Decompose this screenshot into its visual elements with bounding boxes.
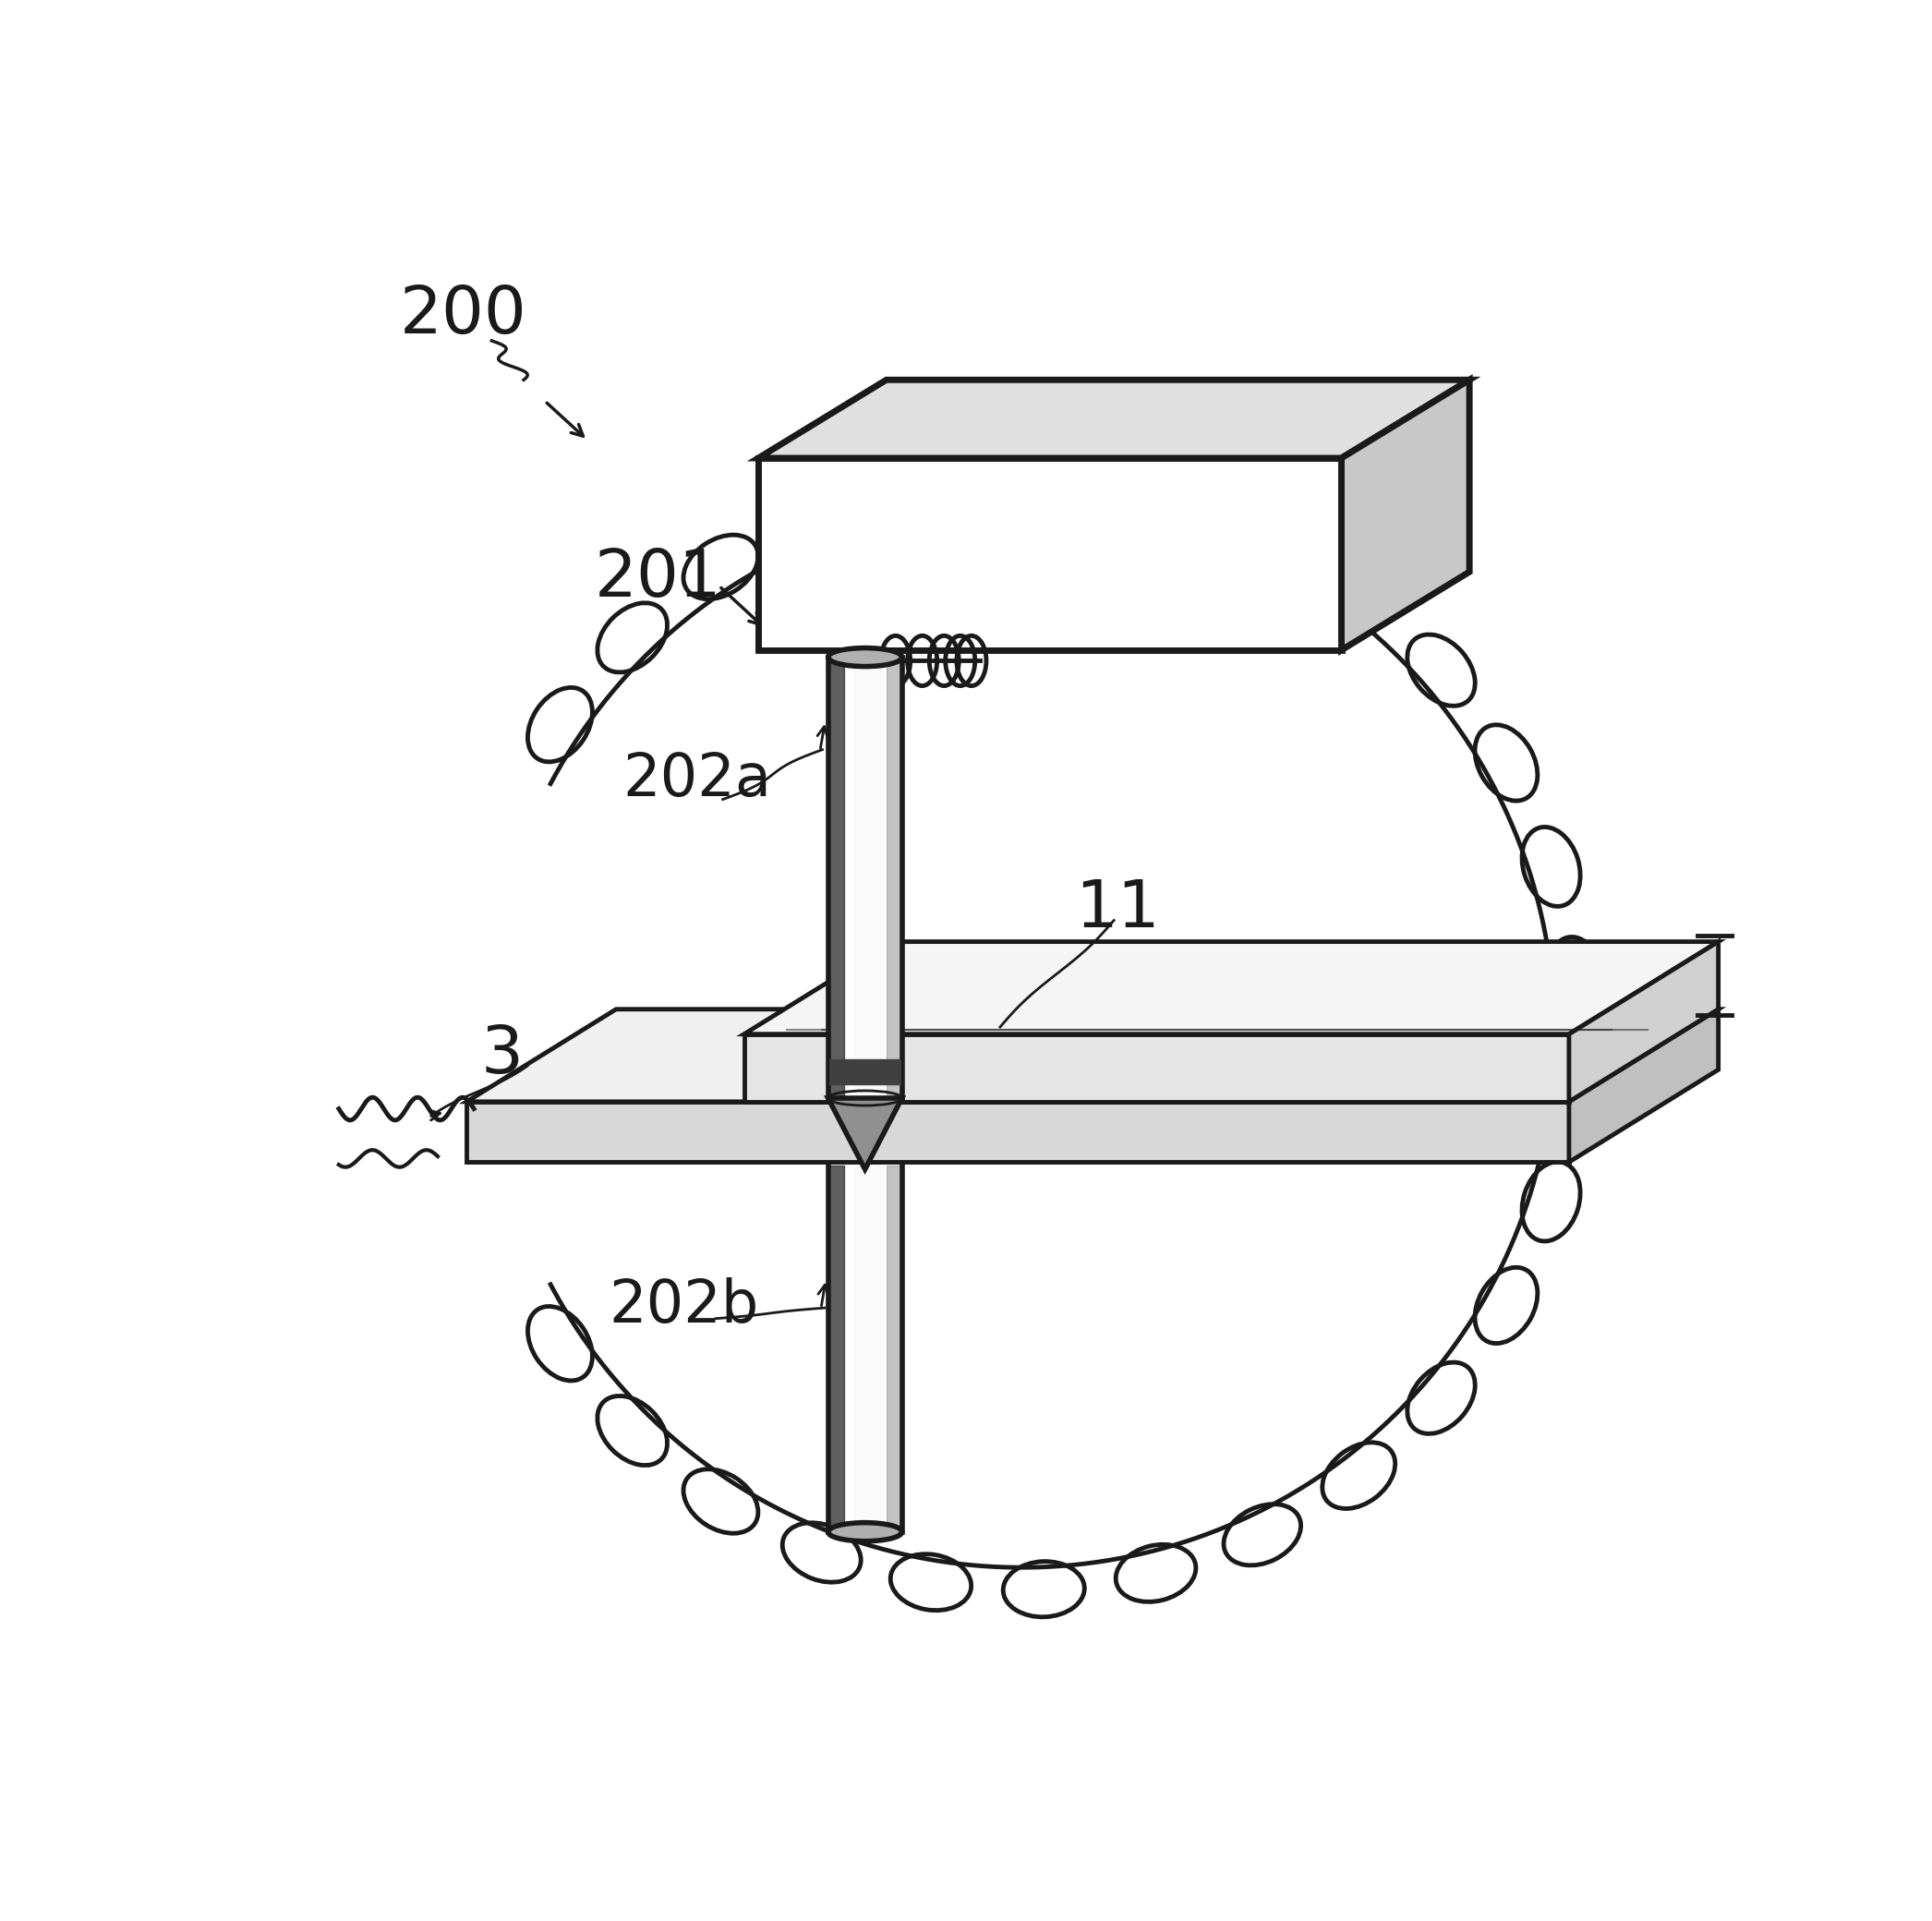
Polygon shape bbox=[759, 380, 1470, 457]
Text: 200: 200 bbox=[400, 284, 526, 348]
Polygon shape bbox=[1569, 941, 1718, 1101]
Polygon shape bbox=[829, 1099, 902, 1170]
Polygon shape bbox=[1569, 1009, 1718, 1162]
Polygon shape bbox=[744, 1033, 1569, 1101]
Text: 202a: 202a bbox=[624, 751, 773, 809]
Ellipse shape bbox=[829, 647, 902, 667]
Polygon shape bbox=[468, 1101, 1569, 1162]
Text: 11: 11 bbox=[1074, 878, 1159, 941]
Polygon shape bbox=[1341, 380, 1470, 649]
Polygon shape bbox=[744, 941, 1718, 1033]
Text: 201: 201 bbox=[595, 547, 723, 611]
Polygon shape bbox=[759, 457, 1341, 649]
Text: 3: 3 bbox=[481, 1024, 524, 1087]
Text: 202b: 202b bbox=[609, 1277, 759, 1333]
Ellipse shape bbox=[829, 1523, 902, 1541]
Polygon shape bbox=[468, 1009, 1718, 1101]
